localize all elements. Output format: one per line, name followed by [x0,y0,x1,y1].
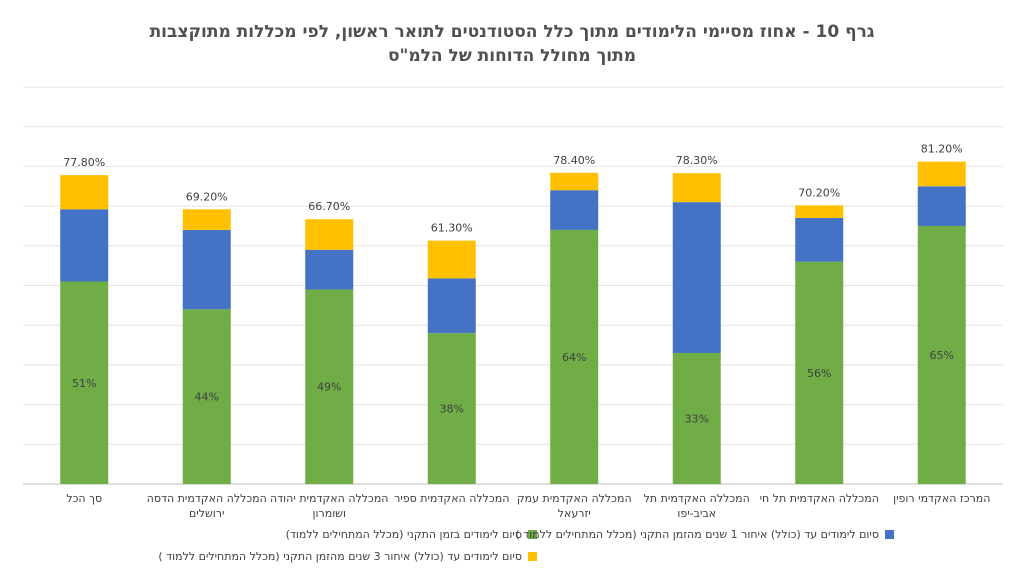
data-label-on-time: 49% [317,381,341,394]
legend-item-3-year-delay: סיום לימודים עד (כולל) איחור 3 שנים מהזמ… [158,550,537,563]
total-label: 77.80% [63,156,105,169]
category-label: ושומרון [313,507,346,520]
data-label-on-time: 56% [807,367,831,380]
total-label: 66.70% [308,200,350,213]
bar-segment-series-2-cat-6 [795,205,844,219]
bar-segment-series-1-cat-2 [305,249,354,290]
category-label: המכללה האקדמית הדסה [147,492,267,505]
data-label-on-time: 51% [72,377,96,390]
legend-swatch-green [528,530,537,539]
bar-segment-series-1-cat-3 [427,278,476,334]
bar-segment-series-2-cat-2 [305,219,354,250]
bar-segment-series-1-cat-4 [550,190,599,230]
bar-segment-series-1-cat-0 [60,209,109,282]
legend-swatch-yellow [528,552,537,561]
bar-segment-series-1-cat-5 [672,202,721,353]
bar-segment-series-0-cat-3 [427,333,476,484]
bar-segment-series-2-cat-7 [917,161,966,187]
total-label: 69.20% [186,190,228,203]
legend-item-1-year-delay: סיום לימודים עד (כולל) איחור 1 שנים מהזמ… [515,528,894,541]
bar-segment-series-0-cat-1 [182,309,231,484]
category-label: המכללה האקדמית ספיר [394,492,509,505]
bar-segment-series-1-cat-1 [182,229,231,310]
category-label: המכללה האקדמית תל [644,492,750,505]
bar-segment-series-0-cat-4 [550,229,599,484]
bar-segment-series-0-cat-7 [917,225,966,484]
bar-segment-series-2-cat-5 [672,173,721,203]
total-label: 81.20% [921,143,963,156]
bar-segment-series-2-cat-1 [182,209,231,230]
chart-subtitle: מתוך מחולל הדוחות של הלמ"ס [387,46,637,66]
legend-swatch-blue [885,530,894,539]
legend-label-3-year-delay: סיום לימודים עד (כולל) איחור 3 שנים מהזמ… [158,550,522,563]
category-label: אביב-יפו [677,507,716,520]
bar-segment-series-0-cat-0 [60,281,109,484]
total-label: 78.30% [676,154,718,167]
legend-label-1-year-delay: סיום לימודים עד (כולל) איחור 1 שנים מהזמ… [515,528,879,541]
bar-segment-series-2-cat-4 [550,172,599,191]
legend-item-on-time: סיום לימודים בזמן התקני (מכלל המתחילים ל… [286,528,537,541]
category-label: המרכז האקדמי רופין [893,492,990,505]
bar-segment-series-1-cat-6 [795,218,844,262]
bar-segment-series-2-cat-0 [60,175,109,210]
category-label: המכללה האקדמית עמק [517,492,632,505]
bar-segment-series-0-cat-6 [795,261,844,484]
data-label-on-time: 44% [195,391,219,404]
bar-segment-series-0-cat-5 [672,352,721,484]
category-label: המכללה האקדמית יהודה [270,492,389,505]
category-label: ירושלים [189,507,224,520]
total-label: 61.30% [431,222,473,235]
data-label-on-time: 33% [685,412,709,425]
category-label: סך הכל [66,492,102,505]
data-label-on-time: 65% [930,349,954,362]
category-label: המכללה האקדמית תל חי [760,492,879,505]
data-label-on-time: 38% [440,403,464,416]
bar-segment-series-0-cat-2 [305,289,354,484]
total-label: 78.40% [553,154,595,167]
category-label: יזרעאל [558,507,591,520]
total-label: 70.20% [798,186,840,199]
data-label-on-time: 64% [562,351,586,364]
bar-segment-series-1-cat-7 [917,186,966,226]
legend-label-on-time: סיום לימודים בזמן התקני (מכלל המתחילים ל… [285,528,522,541]
bar-segment-series-2-cat-3 [427,240,476,279]
chart-title: גרף 10 - אחוז מסיימי הלימודים מתוך כלל ה… [149,22,875,42]
